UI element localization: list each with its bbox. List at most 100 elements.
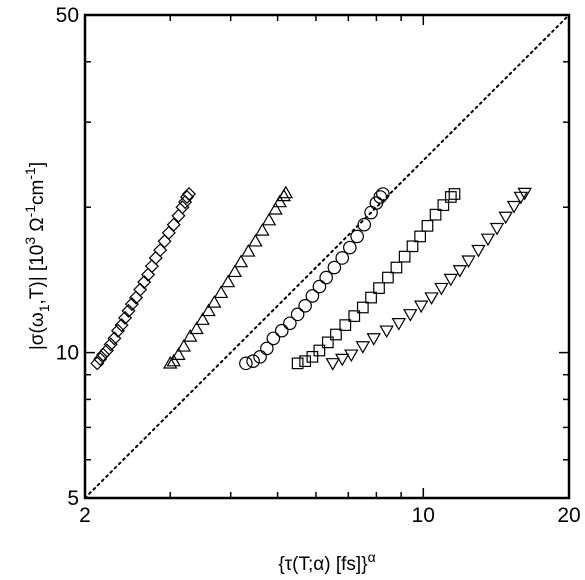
data-point-circle-4: [266, 331, 281, 346]
y-axis-label-sup-3: 3: [22, 237, 38, 245]
data-point-triangle-down-15: [480, 233, 496, 247]
data-point-diamond-20: [166, 217, 181, 232]
data-point-square-18: [437, 199, 450, 211]
data-point-triangle-down-18: [506, 200, 522, 214]
data-point-triangle-up-18: [272, 194, 287, 208]
tick-layer: 2 10 20 5 10 50: [56, 4, 581, 527]
data-point-square-8: [356, 301, 369, 314]
data-point-diamond-3: [99, 343, 114, 358]
plot-layer: [84, 14, 570, 499]
data-point-circle-1: [246, 354, 260, 368]
data-point-triangle-up-5: [189, 321, 204, 335]
data-point-circle-8: [298, 298, 312, 313]
data-point-circle-2: [253, 350, 267, 364]
data-point-triangle-down-16: [489, 222, 505, 236]
data-point-circle-19: [373, 190, 388, 204]
data-point-triangle-up-14: [248, 233, 263, 247]
data-point-triangle-up-6: [195, 312, 210, 325]
data-point-triangle-up-13: [241, 243, 256, 257]
data-point-circle-3: [260, 341, 274, 356]
data-point-square-20: [448, 188, 461, 200]
y-tick-label-5: 5: [67, 487, 79, 510]
data-point-square-11: [382, 271, 394, 284]
data-point-square-0: [291, 357, 304, 370]
data-point-triangle-down-7: [403, 309, 418, 322]
data-point-square-6: [339, 319, 352, 331]
data-point-triangle-down-14: [471, 244, 486, 258]
data-point-diamond-15: [144, 259, 159, 274]
x-axis-label: {τ(T;α) [fs]}α: [278, 549, 375, 575]
data-point-circle-14: [343, 240, 357, 255]
data-point-triangle-up-2: [171, 347, 186, 360]
data-point-triangle-down-4: [366, 333, 381, 346]
data-point-circle-0: [239, 356, 253, 371]
data-point-circle-6: [283, 316, 297, 331]
data-point-square-14: [406, 240, 419, 253]
data-point-triangle-down-3: [355, 341, 371, 354]
y-tick-label-50: 50: [56, 4, 79, 27]
x-axis-label-exponent: α: [368, 549, 376, 565]
data-point-diamond-12: [133, 282, 148, 297]
data-point-square-1: [299, 355, 312, 368]
data-point-square-19: [444, 191, 457, 203]
data-point-square-10: [373, 282, 385, 294]
y-tick-label-10: 10: [56, 342, 79, 365]
data-point-diamond-17: [153, 243, 168, 258]
data-point-square-7: [348, 310, 361, 322]
data-point-circle-12: [327, 260, 342, 275]
data-point-diamond-19: [161, 225, 176, 240]
y-axis-label-sup-minus1-b: -1: [22, 167, 38, 180]
y-axis-label-part-4: cm: [27, 180, 48, 205]
data-point-circle-15: [350, 229, 364, 244]
x-axis-label-base: {τ(T;α) [fs]}: [278, 554, 367, 575]
data-point-diamond-1: [93, 351, 108, 367]
data-point-triangle-down-2: [344, 349, 359, 363]
x-tick-label-2: 2: [79, 504, 91, 527]
data-point-diamond-10: [124, 297, 139, 312]
x-tick-label-10: 10: [412, 504, 435, 527]
data-point-diamond-21: [171, 208, 186, 223]
data-point-circle-5: [274, 323, 289, 338]
data-point-triangle-up-8: [207, 295, 222, 308]
data-point-triangle-up-15: [255, 223, 270, 236]
data-point-triangle-down-5: [379, 325, 394, 339]
data-point-triangle-down-10: [434, 282, 449, 296]
data-point-circle-7: [290, 307, 305, 322]
data-point-circle-11: [319, 270, 333, 285]
data-point-triangle-down-6: [391, 318, 407, 331]
data-point-diamond-2: [96, 347, 111, 362]
data-point-triangle-down-20: [517, 187, 532, 201]
y-axis-label-sub-1: 1: [36, 304, 52, 312]
data-point-triangle-up-9: [213, 285, 229, 299]
data-point-triangle-up-4: [183, 329, 198, 342]
data-point-triangle-up-10: [220, 274, 236, 288]
y-axis-label-part-5: ]: [27, 162, 48, 167]
data-point-circle-16: [357, 217, 372, 232]
data-point-triangle-down-1: [335, 353, 350, 367]
data-point-triangle-up-11: [227, 264, 243, 278]
data-point-triangle-down-11: [443, 273, 459, 287]
data-point-triangle-down-13: [461, 255, 476, 269]
y-axis-label: |σ(ω1,T)| [103 Ω-1cm-1]: [22, 162, 52, 350]
data-point-circle-9: [305, 289, 320, 303]
data-point-square-15: [414, 230, 426, 243]
data-point-diamond-6: [110, 323, 126, 338]
data-point-circle-20: [376, 187, 390, 201]
y-axis-label-part-2: ,T)| [10: [27, 245, 48, 305]
data-point-triangle-down-9: [424, 292, 439, 305]
plot-frame: [83, 13, 571, 500]
data-point-triangle-up-0: [162, 355, 178, 369]
data-point-triangle-up-7: [201, 303, 216, 317]
data-point-triangle-up-12: [233, 254, 249, 268]
y-axis-label-sup-minus1-a: -1: [22, 205, 38, 218]
data-point-diamond-18: [157, 234, 172, 249]
reference-line: [84, 14, 570, 499]
data-point-diamond-22: [175, 200, 190, 215]
y-axis-label-part-3: Ω: [27, 217, 48, 236]
data-point-diamond-25: [181, 186, 197, 202]
data-point-triangle-up-3: [176, 338, 192, 352]
data-point-diamond-16: [148, 250, 163, 266]
data-point-square-9: [365, 291, 377, 304]
y-axis-label-part-1: |σ(ω: [27, 312, 48, 350]
